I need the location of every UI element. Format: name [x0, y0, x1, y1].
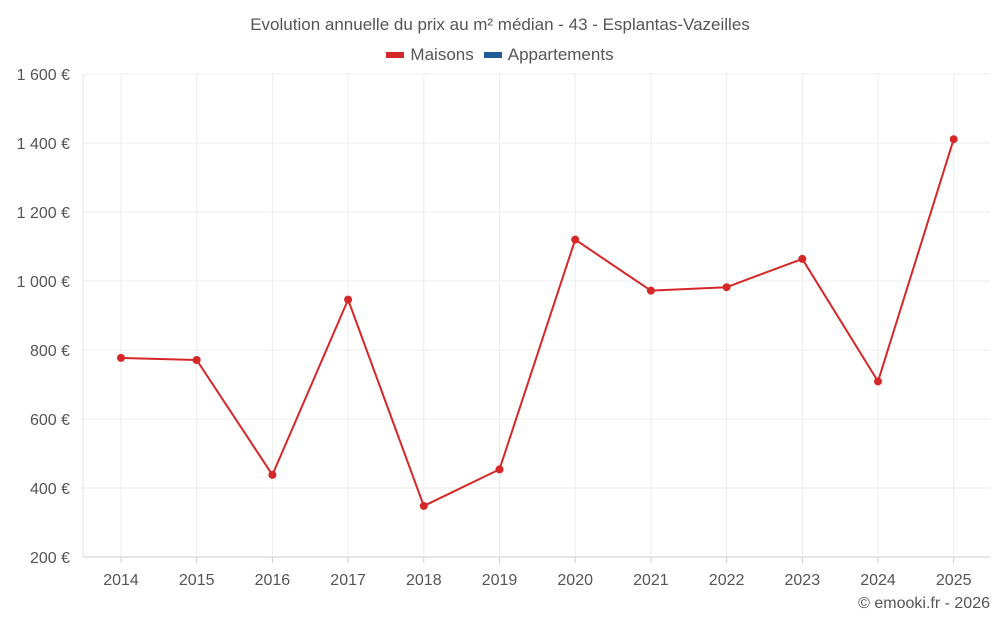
series-line-maisons [120, 138, 955, 507]
data-point-maisons [798, 254, 807, 263]
data-point-maisons [646, 286, 655, 295]
data-point-maisons [419, 501, 428, 510]
legend: Maisons Appartements [0, 45, 1000, 65]
y-tick-label: 200 € [30, 550, 70, 567]
legend-swatch-maisons [386, 52, 405, 58]
data-point-maisons [874, 377, 882, 386]
x-tick-label: 2021 [633, 572, 669, 589]
x-tick-label: 2017 [330, 572, 366, 589]
y-tick-label: 800 € [30, 343, 70, 360]
data-point-maisons [722, 283, 731, 292]
data-point-maisons [571, 235, 580, 244]
legend-label-maisons: Maisons [410, 45, 474, 64]
x-tick-label: 2014 [103, 572, 139, 589]
x-tick-label: 2018 [406, 572, 442, 589]
x-tick-label: 2019 [482, 572, 518, 589]
data-point-maisons [949, 135, 958, 144]
data-point-maisons [268, 470, 277, 479]
x-tick-label: 2025 [936, 572, 972, 589]
data-point-maisons [495, 465, 504, 474]
legend-label-appartements: Appartements [507, 45, 614, 64]
x-tick-label: 2024 [860, 572, 896, 589]
data-point-maisons [117, 353, 125, 362]
y-tick-label: 600 € [30, 412, 70, 429]
x-tick-label: 2016 [255, 572, 291, 589]
footer-credit: © emooki.fr - 2026 [858, 595, 990, 612]
y-tick-label: 1 600 € [17, 67, 70, 84]
legend-swatch-appartements [483, 52, 502, 58]
chart-title: Evolution annuelle du prix au m² médian … [250, 15, 750, 34]
x-tick-label: 2020 [557, 572, 593, 589]
x-tick-label: 2015 [179, 572, 215, 589]
x-tick-label: 2022 [709, 572, 745, 589]
legend-item-maisons[interactable]: Maisons [386, 45, 474, 65]
y-tick-label: 400 € [30, 481, 70, 498]
x-tick-label: 2023 [785, 572, 821, 589]
y-tick-label: 1 400 € [17, 136, 70, 153]
data-point-maisons [192, 356, 201, 365]
data-point-maisons [344, 295, 353, 304]
y-tick-label: 1 200 € [17, 205, 70, 222]
legend-item-appartements[interactable]: Appartements [483, 45, 614, 65]
y-tick-label: 1 000 € [17, 274, 70, 291]
